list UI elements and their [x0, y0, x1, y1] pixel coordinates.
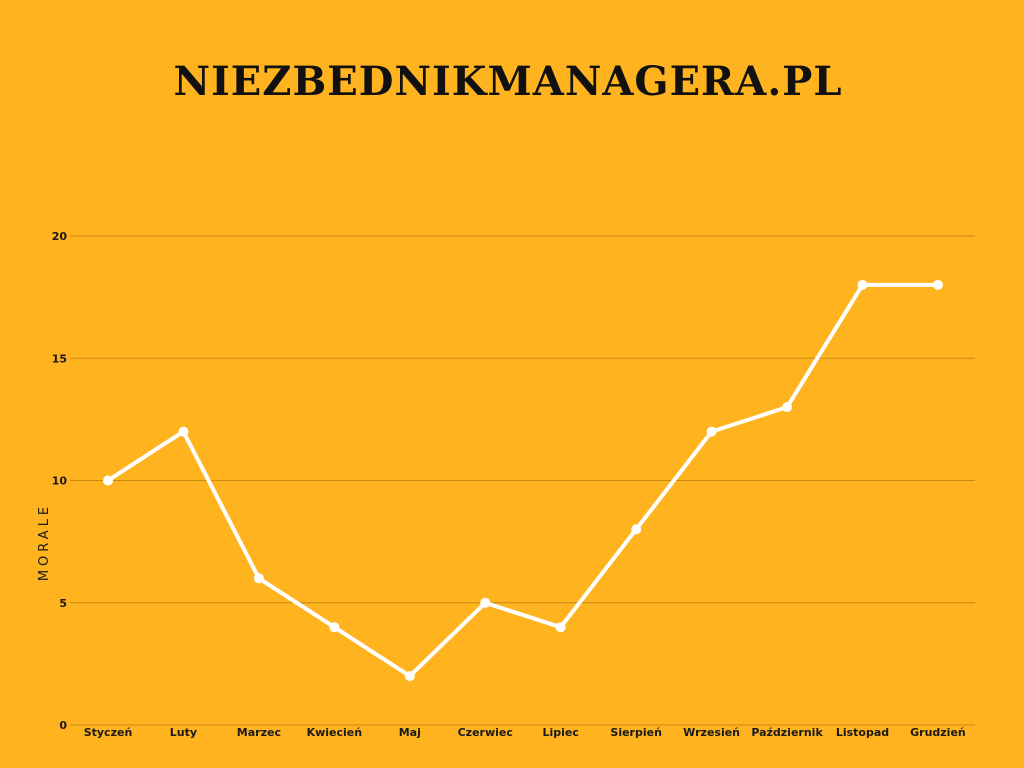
data-point — [329, 622, 340, 633]
x-tick-label: Lipiec — [542, 726, 578, 739]
x-axis-ticks: Styczeń Luty Marzec Kwiecień Maj Czerwiec Lipi… — [84, 726, 966, 739]
x-tick-label: Sierpień — [610, 726, 662, 739]
data-point — [932, 279, 943, 290]
y-tick-label: 20 — [52, 230, 68, 243]
y-axis-label: MORALE — [37, 503, 52, 581]
series-layer — [103, 279, 943, 682]
data-point — [253, 573, 264, 584]
x-tick-label: Listopad — [836, 726, 889, 739]
series-line — [106, 282, 940, 679]
x-tick-label: Styczeń — [84, 726, 133, 739]
x-tick-label: Czerwiec — [458, 726, 513, 739]
grid-layer — [70, 235, 975, 726]
y-tick-label: 5 — [59, 597, 67, 610]
x-tick-label: Kwiecień — [307, 726, 363, 739]
data-point — [782, 402, 793, 413]
data-point — [103, 475, 113, 486]
data-point — [631, 524, 642, 535]
y-tick-label: 10 — [52, 475, 68, 488]
x-tick-label: Październik — [751, 726, 823, 739]
x-tick-label: Maj — [399, 726, 421, 739]
data-point — [178, 426, 189, 437]
chart-title: NIEZBEDNIKMANAGERA.PL — [173, 58, 843, 105]
data-point — [404, 671, 415, 682]
y-axis-ticks: 0 5 10 15 20 — [52, 230, 68, 732]
data-point — [706, 426, 717, 437]
data-point — [857, 279, 868, 290]
y-tick-label: 0 — [59, 719, 67, 732]
y-tick-label: 15 — [52, 352, 67, 365]
x-tick-label: Marzec — [237, 726, 281, 739]
x-tick-label: Luty — [170, 726, 197, 739]
x-tick-label: Wrzesień — [683, 726, 740, 739]
x-tick-label: Grudzień — [910, 726, 966, 739]
data-point — [480, 597, 491, 608]
data-point — [555, 622, 566, 633]
